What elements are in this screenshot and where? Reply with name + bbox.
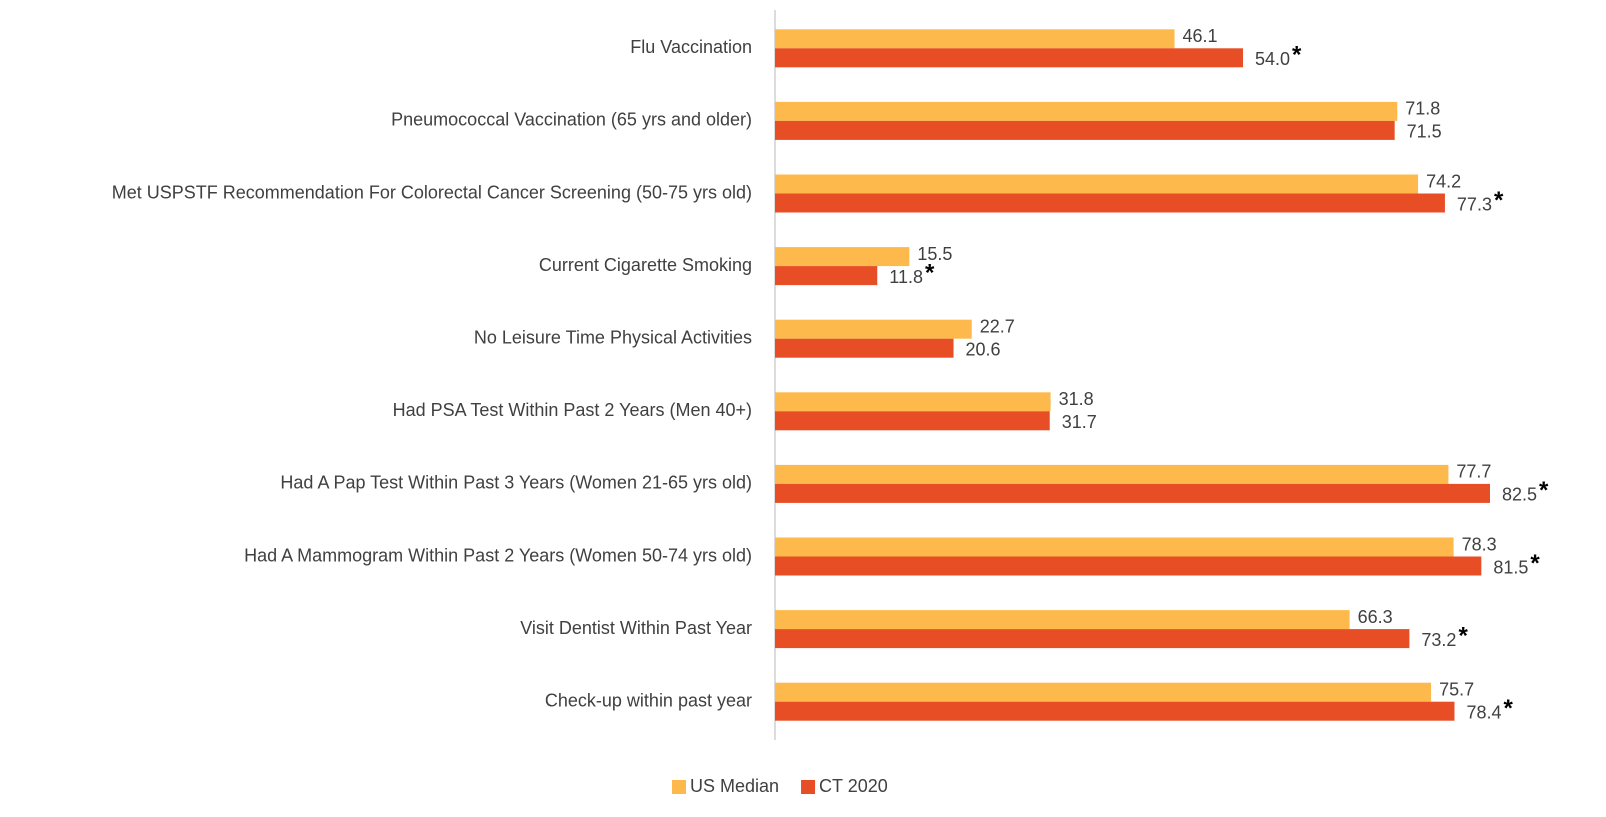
value-label: 78.3 bbox=[1462, 534, 1497, 554]
bar bbox=[775, 701, 1455, 721]
value-label: 77.3 bbox=[1457, 194, 1492, 214]
value-label: 46.1 bbox=[1183, 26, 1218, 46]
legend-swatch bbox=[672, 780, 686, 794]
value-label: 75.7 bbox=[1439, 679, 1474, 699]
value-label: 71.5 bbox=[1407, 122, 1442, 142]
bar bbox=[775, 266, 878, 286]
bar bbox=[775, 556, 1482, 576]
bar bbox=[775, 101, 1398, 121]
value-label: 74.2 bbox=[1426, 171, 1461, 191]
significance-marker: * bbox=[1504, 695, 1514, 722]
bar bbox=[775, 174, 1419, 194]
category-label: Current Cigarette Smoking bbox=[539, 255, 752, 275]
value-label: 81.5 bbox=[1493, 557, 1528, 577]
bar bbox=[775, 29, 1175, 49]
significance-marker: * bbox=[1458, 622, 1468, 649]
bar bbox=[775, 120, 1395, 140]
category-label: Flu Vaccination bbox=[630, 37, 752, 57]
value-label: 78.4 bbox=[1466, 702, 1501, 722]
bar bbox=[775, 48, 1243, 68]
value-label: 11.8 bbox=[889, 267, 923, 287]
value-label: 22.7 bbox=[980, 316, 1015, 336]
significance-marker: * bbox=[1292, 42, 1302, 69]
category-label: Had PSA Test Within Past 2 Years (Men 40… bbox=[393, 400, 752, 420]
value-label: 15.5 bbox=[917, 244, 952, 264]
legend-swatch bbox=[801, 780, 816, 794]
bar bbox=[775, 247, 910, 267]
category-label: Had A Mammogram Within Past 2 Years (Wom… bbox=[244, 545, 752, 565]
bar bbox=[775, 392, 1051, 412]
bar bbox=[775, 319, 972, 339]
bar bbox=[775, 411, 1050, 431]
value-label: 31.8 bbox=[1059, 389, 1094, 409]
value-label: 66.3 bbox=[1358, 607, 1393, 627]
bar bbox=[775, 629, 1410, 649]
category-label: Pneumococcal Vaccination (65 yrs and old… bbox=[391, 110, 752, 130]
value-label: 54.0 bbox=[1255, 49, 1290, 69]
category-label: Check-up within past year bbox=[545, 690, 752, 710]
value-label: 20.6 bbox=[966, 339, 1001, 359]
bar bbox=[775, 682, 1432, 702]
bar bbox=[775, 610, 1350, 630]
bar bbox=[775, 464, 1449, 484]
value-label: 77.7 bbox=[1456, 462, 1491, 482]
category-label: Had A Pap Test Within Past 3 Years (Wome… bbox=[280, 473, 752, 493]
legend-label: US Median bbox=[690, 776, 779, 796]
bar bbox=[775, 483, 1490, 503]
significance-marker: * bbox=[1539, 477, 1549, 504]
category-label: No Leisure Time Physical Activities bbox=[474, 327, 752, 347]
significance-marker: * bbox=[925, 259, 935, 286]
value-label: 71.8 bbox=[1405, 99, 1440, 119]
value-label: 31.7 bbox=[1062, 412, 1097, 432]
bar bbox=[775, 193, 1445, 213]
significance-marker: * bbox=[1494, 187, 1504, 214]
bar bbox=[775, 537, 1454, 557]
category-label: Visit Dentist Within Past Year bbox=[520, 618, 752, 638]
legend-label: CT 2020 bbox=[819, 776, 888, 796]
significance-marker: * bbox=[1530, 550, 1540, 577]
bar bbox=[775, 338, 954, 358]
value-label: 82.5 bbox=[1502, 485, 1537, 505]
value-label: 73.2 bbox=[1421, 630, 1456, 650]
category-label: Met USPSTF Recommendation For Colorectal… bbox=[112, 182, 752, 202]
